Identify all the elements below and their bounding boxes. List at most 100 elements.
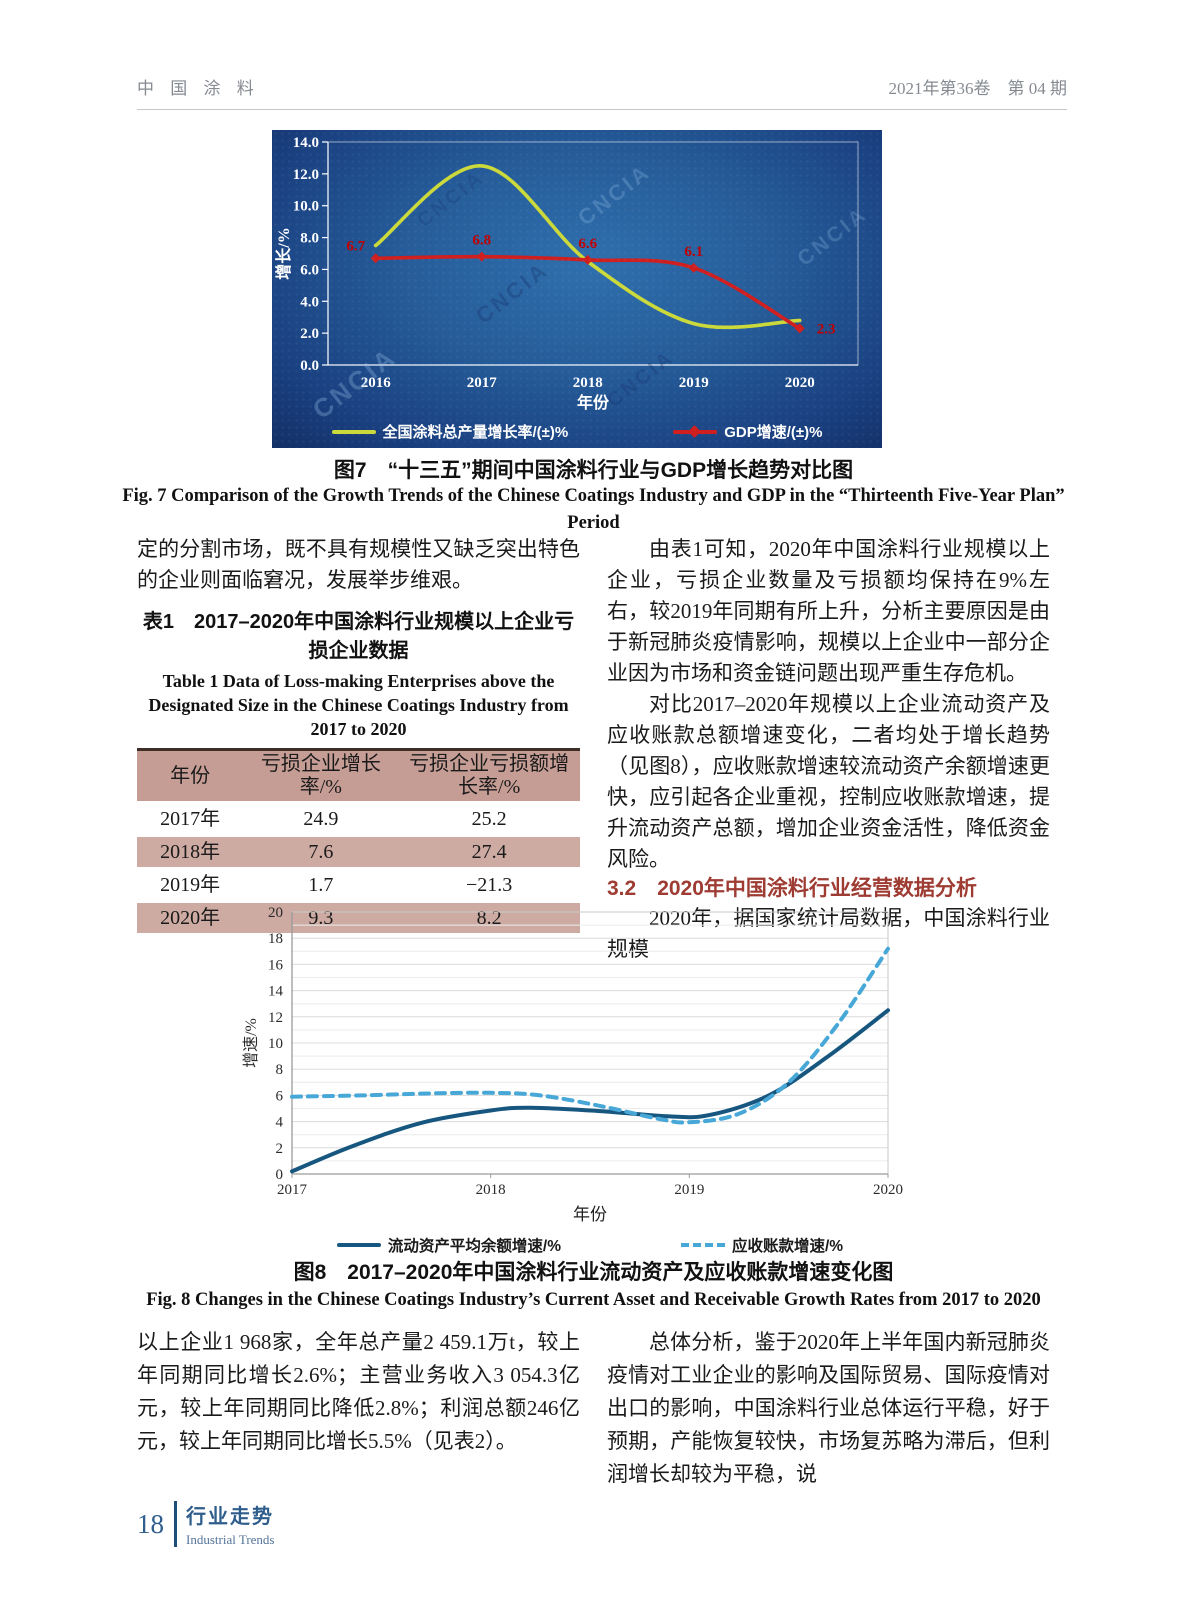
- journal-name: 中 国 涂 料: [137, 79, 260, 98]
- bottom-columns: 以上企业1 968家，全年总产量2 459.1万t，较上年同期同比增长2.6%；…: [137, 1326, 1050, 1491]
- table-row: 2020年 9.3 8.2: [137, 901, 580, 936]
- fig8-caption-cn: 图8 2017–2020年中国涂料行业流动资产及应收账款增速变化图: [293, 1261, 894, 1284]
- svg-text:8.0: 8.0: [300, 231, 319, 247]
- fig7-caption-en-line2: Period: [567, 513, 620, 533]
- svg-text:20: 20: [268, 905, 283, 921]
- table-row: 2017年 24.9 25.2: [137, 802, 580, 837]
- table-row: 2018年 7.6 27.4: [137, 835, 580, 870]
- svg-text:6.0: 6.0: [300, 262, 319, 278]
- svg-text:2020: 2020: [873, 1182, 903, 1198]
- svg-text:6.1: 6.1: [684, 244, 703, 260]
- svg-text:10: 10: [268, 1036, 283, 1052]
- middle-columns: 定的分割市场，既不具有规模性又缺乏突出特色的企业则面临窘况，发展举步维艰。 表1…: [137, 534, 1050, 965]
- fig7-legend-label-gdp: GDP增速/(±)%: [724, 424, 823, 441]
- fig8-legend-label-current-assets: 流动资产平均余额增速/%: [387, 1238, 561, 1255]
- yellow-line-swatch: [331, 429, 376, 434]
- fig8-legend-item-current-assets: 流动资产平均余额增速/%: [336, 1234, 561, 1256]
- table-header-cell: 年份: [137, 749, 244, 804]
- fig8-svg: 0 2 4 6 8 10 12 14 16 18 20 2017 2018 2019 2020 增速/%: [242, 905, 903, 1198]
- footer-section-cn: 行业走势: [186, 1506, 274, 1528]
- svg-text:4.0: 4.0: [300, 294, 319, 310]
- fig7-legend-item-coatings: 全国涂料总产量增长率/(±)%: [331, 421, 569, 442]
- table1-body: 2017年 24.9 25.2 2018年 7.6 27.4 2019年 1.7 −21.3 20…: [137, 802, 580, 936]
- table1: 年份 亏损企业增长率/% 亏损企业亏损额增长率/% 2017年 24.9 25.2 201…: [137, 748, 580, 936]
- issue-info: 2021年第36卷 第 04 期: [888, 79, 1068, 98]
- svg-text:6.7: 6.7: [346, 238, 365, 254]
- svg-text:14.0: 14.0: [293, 135, 319, 151]
- fig8-caption-en: Fig. 8 Changes in the Chinese Coatings I…: [146, 1290, 1041, 1310]
- svg-text:16: 16: [268, 957, 284, 973]
- table-header-cell: 亏损企业亏损额增长率/%: [398, 749, 580, 804]
- section-heading-3-2: 3.2 2020年中国涂料行业经营数据分析: [607, 877, 977, 900]
- table1-head: 年份 亏损企业增长率/% 亏损企业亏损额增长率/%: [137, 749, 580, 804]
- table1-title-cn: 表1 2017–2020年中国涂料行业规模以上企业亏损企业数据: [142, 611, 575, 662]
- table-cell: 8.2: [398, 901, 580, 936]
- fig7-chart: CNCIA CNCIA CNCIA CNCIA CNCIA CNCIA 0.0 2…: [272, 130, 882, 448]
- fig7-svg: 0.0 2.0 4.0 6.0 8.0 10.0 12.0 14.0 2016 2017 2018 2…: [274, 135, 859, 412]
- fig8-legend-item-receivables: 应收账款增速/%: [681, 1234, 843, 1256]
- body-paragraph: 由表1可知，2020年中国涂料行业规模以上企业，亏损企业数量及亏损额均保持在9%…: [607, 537, 1050, 685]
- svg-text:2017: 2017: [467, 375, 498, 391]
- page-header: 中 国 涂 料 2021年第36卷 第 04 期: [137, 74, 1067, 110]
- svg-text:2017: 2017: [277, 1182, 308, 1198]
- fig8-xaxis-title: 年份: [573, 1205, 607, 1224]
- fig7-legend-item-gdp: GDP增速/(±)%: [673, 421, 822, 442]
- page-footer: 18 行业走势 Industrial Trends: [137, 1500, 274, 1548]
- svg-text:2020: 2020: [785, 375, 815, 391]
- svg-text:2.0: 2.0: [300, 326, 319, 342]
- fig7-legend: 全国涂料总产量增长率/(±)% GDP增速/(±)%: [272, 421, 882, 442]
- body-paragraph: 2020年，据国家统计局数据，中国涂料行业规模: [607, 906, 1050, 961]
- svg-text:6.8: 6.8: [472, 233, 491, 249]
- svg-text:14: 14: [268, 984, 284, 1000]
- body-paragraph: 定的分割市场，既不具有规模性又缺乏突出特色的企业则面临窘况，发展举步维艰。: [137, 537, 580, 592]
- table-cell: 2020年: [137, 901, 244, 936]
- body-paragraph: 以上企业1 968家，全年总产量2 459.1万t，较上年同期同比增长2.6%；…: [137, 1330, 580, 1453]
- svg-text:2016: 2016: [361, 375, 392, 391]
- table-row: 2019年 1.7 −21.3: [137, 868, 580, 903]
- table-cell: 2019年: [137, 868, 244, 903]
- table-cell: 2018年: [137, 835, 244, 870]
- table1-header-row: 年份 亏损企业增长率/% 亏损企业亏损额增长率/%: [137, 749, 580, 804]
- table-cell: 25.2: [398, 802, 580, 837]
- footer-divider-bar: [174, 1501, 177, 1547]
- svg-text:12: 12: [268, 1010, 283, 1026]
- body-paragraph: 总体分析，鉴于2020年上半年国内新冠肺炎疫情对工业企业的影响及国际贸易、国际疫…: [607, 1330, 1050, 1486]
- table1-title-en: Table 1 Data of Loss-making Enterprises …: [148, 671, 569, 739]
- svg-text:2019: 2019: [674, 1182, 704, 1198]
- fig7-caption-cn: 图7 “十三五”期间中国涂料行业与GDP增长趋势对比图: [333, 459, 854, 482]
- table-cell: 1.7: [243, 868, 399, 903]
- fig7-legend-label-coatings: 全国涂料总产量增长率/(±)%: [382, 424, 569, 441]
- svg-text:12.0: 12.0: [293, 167, 319, 183]
- svg-text:2: 2: [276, 1141, 284, 1157]
- svg-text:2.3: 2.3: [817, 321, 836, 337]
- footer-section: 行业走势 Industrial Trends: [186, 1500, 274, 1548]
- solid-blue-line-swatch: [336, 1243, 381, 1247]
- svg-text:2018: 2018: [476, 1182, 506, 1198]
- svg-text:6: 6: [276, 1088, 284, 1104]
- svg-text:8: 8: [276, 1062, 284, 1078]
- fig8-chart: 0 2 4 6 8 10 12 14 16 18 20 2017 2018 2019 2020 增速/% 年份…: [240, 902, 940, 1256]
- svg-text:2019: 2019: [679, 375, 709, 391]
- table-cell: 24.9: [243, 802, 399, 837]
- svg-text:6.6: 6.6: [578, 236, 597, 252]
- svg-text:增速/%: 增速/%: [242, 1018, 260, 1068]
- fig7-caption-en-line1: Fig. 7 Comparison of the Growth Trends o…: [122, 486, 1065, 506]
- middle-left-column: 定的分割市场，既不具有规模性又缺乏突出特色的企业则面临窘况，发展举步维艰。 表1…: [137, 534, 580, 965]
- svg-text:0.0: 0.0: [300, 358, 319, 374]
- table-cell: −21.3: [398, 868, 580, 903]
- fig8-legend-label-receivables: 应收账款增速/%: [732, 1238, 844, 1255]
- bottom-left-column: 以上企业1 968家，全年总产量2 459.1万t，较上年同期同比增长2.6%；…: [137, 1326, 580, 1491]
- middle-right-column: 由表1可知，2020年中国涂料行业规模以上企业，亏损企业数量及亏损额均保持在9%…: [607, 534, 1050, 965]
- svg-text:0: 0: [276, 1167, 284, 1183]
- svg-text:增长/%: 增长/%: [274, 227, 293, 279]
- fig8-legend: 流动资产平均余额增速/% 应收账款增速/%: [240, 1234, 940, 1256]
- table-cell: 7.6: [243, 835, 399, 870]
- page-number: 18: [137, 1508, 164, 1539]
- fig7-caption-en: Fig. 7 Comparison of the Growth Trends o…: [0, 483, 1187, 537]
- svg-text:10.0: 10.0: [293, 199, 319, 215]
- table-header-cell: 亏损企业增长率/%: [243, 749, 399, 804]
- svg-text:2018: 2018: [573, 375, 603, 391]
- table-cell: 27.4: [398, 835, 580, 870]
- svg-text:年份: 年份: [577, 393, 610, 412]
